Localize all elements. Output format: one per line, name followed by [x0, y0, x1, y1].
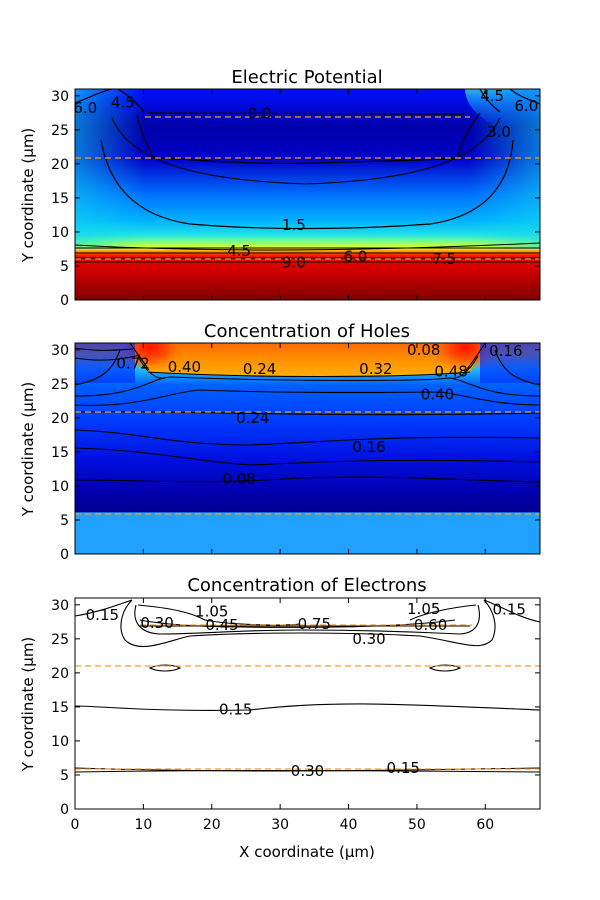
- contour-label: 0.24: [236, 409, 269, 427]
- contour-label: 0.30: [352, 630, 385, 648]
- x-axis-label: X coordinate (µm): [239, 843, 375, 861]
- holes-color-field: 0.72 0.40 0.24 0.08 0.16 0.32 0.48 0.40 0.24 0.16…: [75, 341, 540, 554]
- contour-label: 6.0: [343, 247, 367, 265]
- y-tick-label: 10: [51, 479, 69, 495]
- electrons-concentration-panel: Concentration of Electrons: [19, 575, 541, 861]
- chart-title: Concentration of Electrons: [187, 575, 426, 596]
- plot-frame: [74, 597, 541, 810]
- electrons-contour-field: 0.15 1.05 0.30 0.45 0.75 1.05 0.15 0.60 0.30 0.15…: [75, 598, 540, 809]
- contour-label: 0.40: [168, 358, 201, 376]
- contour-label: 0.08: [222, 470, 255, 488]
- potential-color-field: 6.0 4.50.01.54.5 6.09.0 7.56.03.04.5: [73, 87, 540, 300]
- electric-potential-panel: Electric Potential: [19, 67, 541, 309]
- y-tick-label: 20: [51, 411, 69, 427]
- contour-label: 0.32: [359, 360, 392, 378]
- x-tick-label: 30: [271, 817, 289, 833]
- contour-label: 1.5: [282, 216, 306, 234]
- x-tick-label: 60: [476, 817, 494, 833]
- contour-label: 0.16: [352, 438, 385, 456]
- contour-label: 3.0: [487, 123, 511, 141]
- contour-label: 4.5: [111, 94, 135, 112]
- plot-frame: [74, 342, 541, 555]
- y-tick-label: 30: [51, 598, 69, 614]
- y-tick-label: 25: [51, 123, 69, 139]
- y-tick-label: 0: [60, 547, 69, 563]
- contour-label: 1.05: [195, 603, 228, 621]
- y-tick-label: 30: [51, 89, 69, 105]
- layer-boundaries: [75, 370, 540, 515]
- y-axis-label: Y coordinate (µm): [19, 128, 37, 264]
- contour-label: 0.15: [387, 759, 420, 777]
- x-tick-label: 20: [203, 817, 221, 833]
- y-tick-label: 5: [60, 259, 69, 275]
- contour-label: 0.08: [407, 341, 440, 359]
- x-tick-label: 50: [408, 817, 426, 833]
- contour-label: 1.05: [407, 600, 440, 618]
- contour-label: 0.75: [298, 615, 331, 633]
- plot-frame: [74, 88, 541, 301]
- y-tick-label: 20: [51, 666, 69, 682]
- y-tick-label: 25: [51, 377, 69, 393]
- contour-label: 0.48: [434, 363, 467, 381]
- contour-label: 6.0: [73, 99, 97, 117]
- contour-label: 0.30: [291, 762, 324, 780]
- y-tick-label: 5: [60, 513, 69, 529]
- contour-label: 6.0: [514, 97, 538, 115]
- y-tick-label: 30: [51, 343, 69, 359]
- y-tick-label: 15: [51, 700, 69, 716]
- x-tick-label: 0: [71, 817, 80, 833]
- y-tick-label: 15: [51, 445, 69, 461]
- x-tick-label: 10: [134, 817, 152, 833]
- contour-label: 0.15: [86, 606, 119, 624]
- y-tick-label: 20: [51, 157, 69, 173]
- contour-label: 0.15: [493, 601, 526, 619]
- y-tick-label: 25: [51, 632, 69, 648]
- y-tick-label: 5: [60, 768, 69, 784]
- contour-label: 0.40: [421, 386, 454, 404]
- y-tick-label: 0: [60, 293, 69, 309]
- chart-title: Electric Potential: [231, 67, 382, 88]
- x-tick-label: 40: [340, 817, 358, 833]
- y-tick-label: 10: [51, 734, 69, 750]
- contour-label: 0.24: [243, 360, 276, 378]
- contour-label: 0.16: [489, 342, 522, 360]
- layer-boundaries: [75, 116, 540, 260]
- y-tick-label: 10: [51, 225, 69, 241]
- chart-title: Concentration of Holes: [204, 321, 410, 342]
- y-axis-label: Y coordinate (µm): [19, 637, 37, 773]
- y-tick-label: 15: [51, 191, 69, 207]
- holes-concentration-panel: Concentration of Holes: [19, 321, 541, 563]
- contour-label: 0.0: [248, 105, 272, 123]
- contour-label: 0.60: [414, 616, 447, 634]
- y-axis-label: Y coordinate (µm): [19, 382, 37, 518]
- contour-label: 4.5: [227, 242, 251, 260]
- contour-label: 0.45: [205, 616, 238, 634]
- contour-label: 0.15: [219, 701, 252, 719]
- contour-label: 4.5: [480, 87, 504, 105]
- contour-label: 9.0: [282, 254, 306, 272]
- y-tick-label: 0: [60, 802, 69, 818]
- contour-label: 0.72: [116, 354, 149, 372]
- contour-label: 7.5: [432, 250, 456, 268]
- contour-label: 0.30: [140, 614, 173, 632]
- layer-boundaries: [75, 624, 540, 770]
